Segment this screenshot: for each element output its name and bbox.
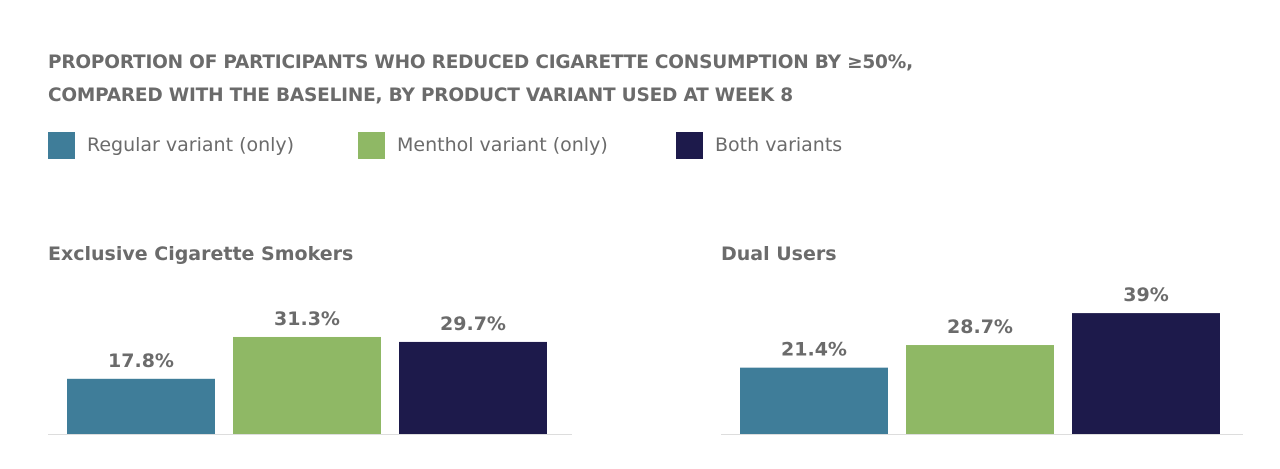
legend-swatch-both [676, 131, 703, 159]
chart-title: PROPORTION OF PARTICIPANTS WHO REDUCED C… [48, 46, 913, 112]
bar-label-exclusive-smokers-menthol: 31.3% [274, 308, 340, 330]
bar-exclusive-smokers-both [399, 341, 547, 434]
legend-swatch-menthol [358, 131, 385, 159]
legend-label-both: Both variants [715, 134, 843, 156]
legend-label-menthol: Menthol variant (only) [397, 134, 608, 156]
bar-dual-users-regular [740, 367, 888, 434]
bar-label-dual-users-both: 39% [1123, 284, 1168, 306]
chart-title-line-2: COMPARED WITH THE BASELINE, BY PRODUCT V… [48, 85, 793, 106]
panel-dual-users: Dual Users 21.4% 28.7% 39% [721, 243, 1243, 435]
bar-dual-users-menthol [906, 345, 1054, 434]
chart-title-line-1: PROPORTION OF PARTICIPANTS WHO REDUCED C… [48, 52, 913, 73]
bar-label-dual-users-regular: 21.4% [781, 339, 847, 361]
panel-exclusive-smokers: Exclusive Cigarette Smokers 17.8% 31.3% 29… [48, 243, 572, 435]
legend-swatch-regular [48, 131, 75, 159]
bar-label-exclusive-smokers-both: 29.7% [440, 313, 506, 335]
bars-dual-users: 21.4% 28.7% 39% [740, 284, 1220, 434]
bars-exclusive-smokers: 17.8% 31.3% 29.7% [67, 308, 547, 434]
legend-item-menthol: Menthol variant (only) [358, 131, 608, 159]
legend: Regular variant (only) Menthol variant (… [48, 131, 948, 159]
panel-title-exclusive-smokers: Exclusive Cigarette Smokers [48, 243, 353, 265]
panel-title-dual-users: Dual Users [721, 243, 837, 265]
bar-exclusive-smokers-regular [67, 378, 215, 434]
legend-label-regular: Regular variant (only) [87, 134, 295, 156]
bar-exclusive-smokers-menthol [233, 336, 381, 434]
bar-label-exclusive-smokers-regular: 17.8% [108, 350, 174, 372]
legend-item-regular: Regular variant (only) [48, 131, 294, 159]
bar-dual-users-both [1072, 313, 1220, 434]
bar-label-dual-users-menthol: 28.7% [947, 316, 1013, 338]
legend-item-both: Both variants [676, 131, 842, 159]
